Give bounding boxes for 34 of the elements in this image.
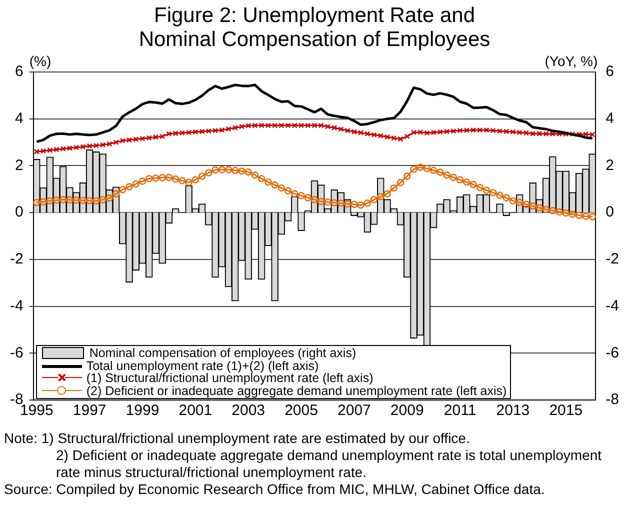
x-tick-label: 2007 xyxy=(338,402,371,420)
y2-tick-label: 6 xyxy=(606,63,614,80)
legend-label: Nominal compensation of employees (right axis) xyxy=(89,346,356,360)
x-tick-label: 2015 xyxy=(549,402,583,420)
y-tick-label: -6 xyxy=(10,344,24,362)
y-tick-label: -2 xyxy=(10,250,24,268)
source-note: Source: Compiled by Economic Research Office from MIC, MHLW, Cabinet Office data. xyxy=(4,481,546,498)
x-tick-label: 2011 xyxy=(444,402,476,420)
x-tick-label: 2001 xyxy=(178,402,212,420)
x-tick-label: 2005 xyxy=(284,402,318,420)
legend-label: (2) Deficient or inadequate aggregate demand unemployment rate (left axis) xyxy=(86,384,507,398)
y-tick-label: 4 xyxy=(14,110,24,127)
chart-title: Figure 2: Unemployment Rate and Nominal Compensation of Employees xyxy=(138,4,492,52)
x-tick-label: 2013 xyxy=(496,402,530,420)
y-axis-title: (%) xyxy=(29,52,52,69)
y2-tick-label: 0 xyxy=(606,204,614,221)
y2-tick-label: 4 xyxy=(606,110,614,127)
y-tick-label: 6 xyxy=(14,63,24,80)
y-tick-label: 2 xyxy=(14,156,24,174)
y2-tick-label: -4 xyxy=(606,297,620,314)
y2-tick-label: -6 xyxy=(606,344,620,362)
y-tick-label: 0 xyxy=(14,204,24,221)
text: Note: 1) Structural/frictional unemployment rate are estimated by our office. xyxy=(4,430,471,447)
y2-tick-label: 2 xyxy=(606,156,614,174)
y-tick-label: -4 xyxy=(10,297,24,314)
x-tick-label: 1999 xyxy=(126,402,160,420)
x-tick-label: 1997 xyxy=(72,402,106,420)
legend-label: Total unemployment rate (1)+(2) (left axis) xyxy=(86,358,319,372)
x-tick-label: 2003 xyxy=(232,402,266,420)
y2-tick-label: -8 xyxy=(606,391,620,408)
y2-axis-title: (YoY, %) xyxy=(544,52,598,69)
text: 2) Deficient or inadequate aggregate demand unemployment rate is total unemployment rate minus structural/frictional unemployment rate. xyxy=(55,447,603,481)
y2-tick-label: -2 xyxy=(606,250,620,268)
x-tick-label: 2009 xyxy=(390,402,424,420)
